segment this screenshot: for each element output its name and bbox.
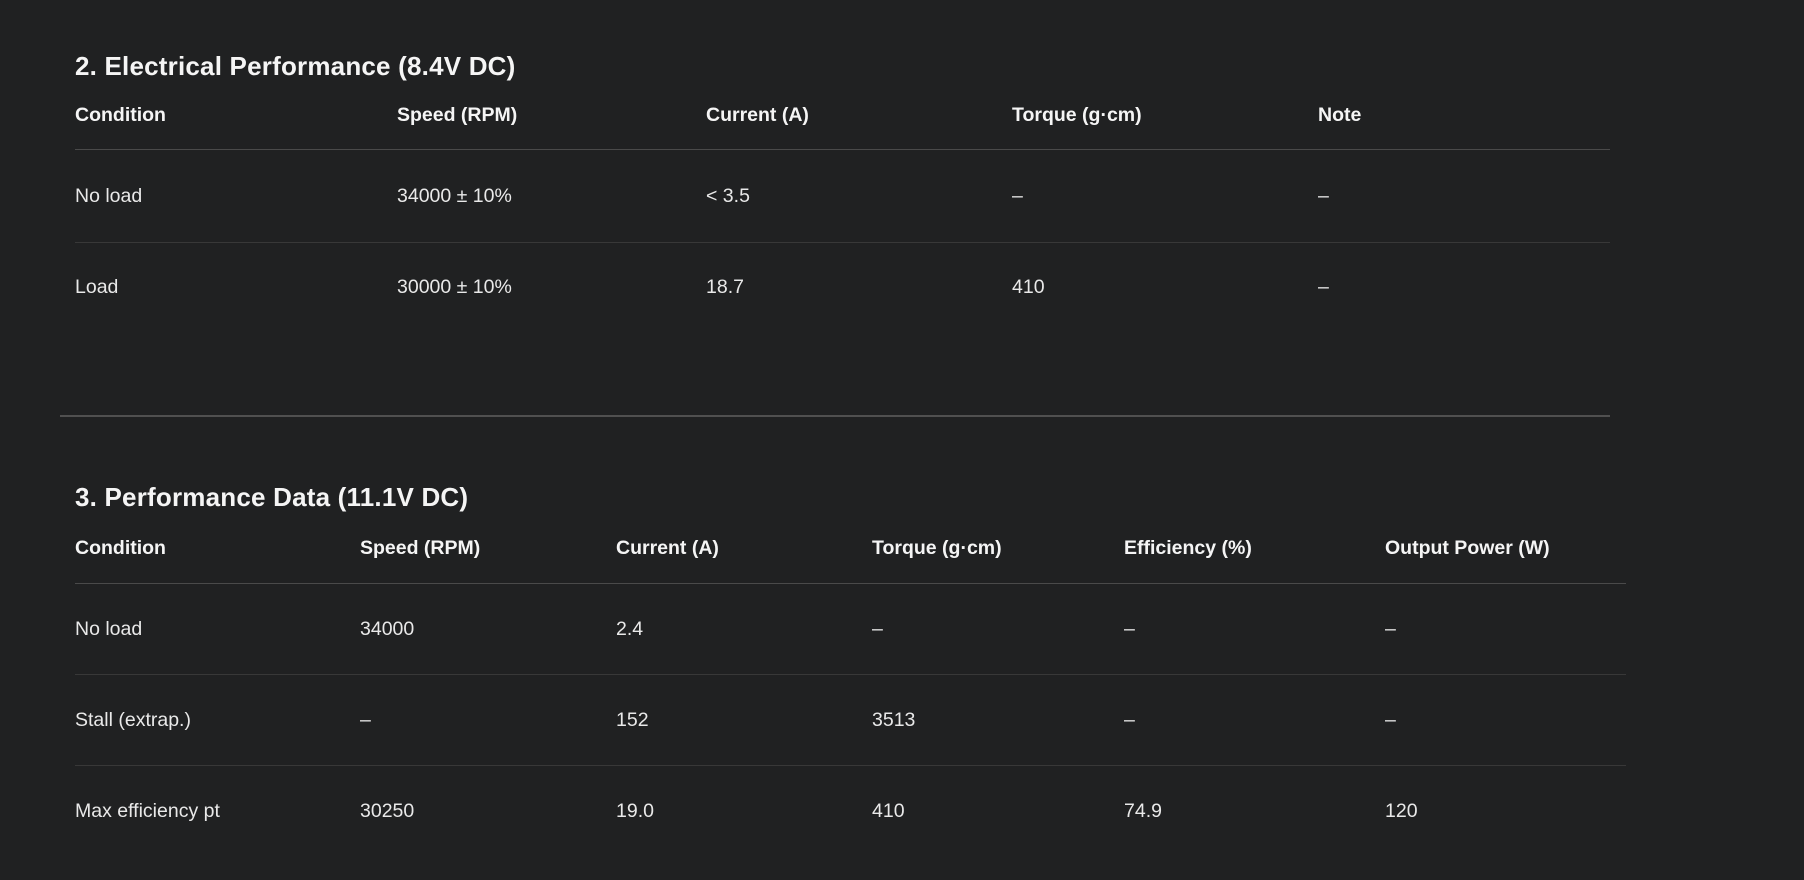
table-cell: 18.7 — [706, 276, 744, 298]
header-row: Condition Speed (RPM) Current (A) Torque (g… — [75, 513, 1626, 584]
table-cell: 410 — [1012, 276, 1045, 298]
table-cell: 152 — [616, 674, 872, 766]
column-header: Torque (g·cm) — [1012, 82, 1318, 150]
section-title-electrical-performance: 2. Electrical Performance (8.4V DC) — [75, 51, 516, 81]
table-cell: – — [1385, 674, 1626, 766]
table-cell: 19.0 — [616, 799, 654, 822]
table-row: No load 34000 2.4– – – — [75, 583, 1626, 675]
table-cell: 410 — [872, 799, 905, 822]
column-header: Speed (RPM) — [360, 513, 616, 584]
column-header: Torque (g·cm) — [872, 513, 1124, 584]
table-cell: Stall (extrap.) — [75, 674, 360, 766]
column-header: Condition — [75, 82, 397, 150]
column-header: Speed (RPM) — [397, 82, 706, 150]
electrical-performance-table: Condition Speed (RPM) Current (A) Torque (g… — [75, 82, 1610, 332]
table-row: Max efficiency pt 30250 19.0 410 74.9 120 — [75, 766, 1626, 857]
table-cell: 2.4 — [616, 583, 872, 675]
table-cell: 34000 — [360, 583, 616, 675]
table-cell: Load — [75, 276, 119, 298]
table-cell: – — [1318, 149, 1610, 243]
table-cell: 120 — [1385, 799, 1418, 822]
table-cell: No load — [75, 149, 397, 243]
column-header: Efficiency (%) — [1124, 513, 1385, 584]
column-header: Current (A) — [706, 82, 1012, 150]
table-cell: – — [1385, 583, 1626, 675]
header-row: Condition Speed (RPM) Current (A) Torque (g… — [75, 82, 1610, 150]
performance-data-table: Condition Speed (RPM) Current (A) Torque (g… — [75, 513, 1626, 856]
table-cell: – — [1124, 583, 1385, 675]
table-cell: – — [872, 583, 1124, 675]
column-header: Condition — [75, 513, 360, 584]
table-cell: Max efficiency pt — [75, 799, 220, 822]
table-cell: – — [360, 674, 616, 766]
column-header: Note — [1318, 82, 1610, 150]
section-title-performance-data: 3. Performance Data (11.1V DC) — [75, 482, 469, 512]
table-cell: 34000 ± 10% — [397, 149, 706, 243]
table-cell: < 3.5 — [706, 149, 1012, 243]
table-row: Stall (extrap.) –152 3513– – — [75, 674, 1626, 766]
table-cell: – — [1124, 674, 1385, 766]
table-cell: 30250 — [360, 799, 415, 822]
column-header: Current (A) — [616, 513, 872, 584]
table-cell: – — [1012, 149, 1318, 243]
table-cell: No load — [75, 583, 360, 675]
table-cell: – — [1318, 276, 1329, 298]
table-row: No load 34000 ± 10% < 3.5– – — [75, 149, 1610, 243]
section-divider — [60, 415, 1610, 417]
section-performance-data: 3. Performance Data (11.1V DC) Condition… — [75, 417, 1804, 856]
table-cell: 3513 — [872, 674, 1124, 766]
table-cell: 30000 ± 10% — [397, 276, 512, 298]
table-cell: 74.9 — [1124, 799, 1162, 822]
section-electrical-performance: 2. Electrical Performance (8.4V DC) Cond… — [75, 0, 1804, 332]
column-header: Output Power (W) — [1385, 513, 1626, 584]
table-row: Load 30000 ± 10% 18.7 410 – — [75, 243, 1610, 333]
